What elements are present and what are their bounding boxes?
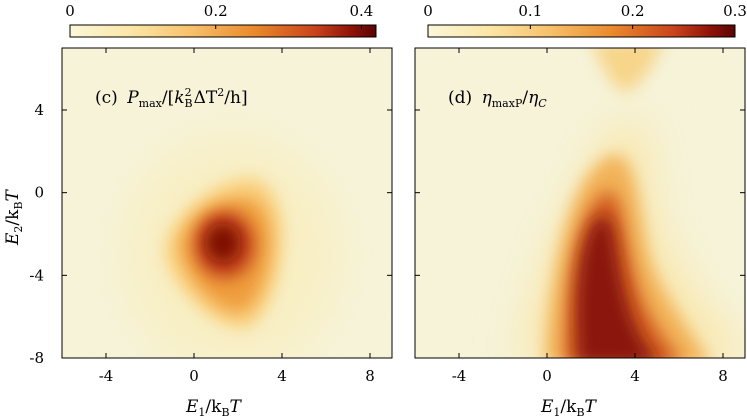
y-tick-label: -4: [29, 266, 44, 284]
heatmap-c-peak: [205, 223, 241, 263]
colorbar-d-gradient: [427, 24, 736, 38]
x-tick-label-d: 0: [542, 367, 552, 385]
heatmap-d-core-band: [576, 215, 656, 358]
x-tick-label-c: -4: [99, 367, 114, 385]
heatmap-d: [415, 48, 745, 358]
axis-c: -4 0 4 8 4 0 -4 -8: [29, 48, 392, 385]
colorbar-d-tick-label: 0: [423, 2, 433, 20]
y-tick-label: -8: [29, 349, 44, 367]
heatmap-c: [62, 48, 392, 358]
panel-c-label: (c) Pmax/[kB2 ΔT2/h]: [95, 86, 248, 110]
x-axis-label-d: E1/kBT: [540, 397, 598, 419]
x-tick-label-c: 8: [365, 367, 375, 385]
x-tick-label-d: 4: [630, 367, 640, 385]
y-tick-label: 0: [34, 184, 44, 202]
colorbar-d-tick-label: 0.2: [621, 2, 645, 20]
x-tick-label-c: 0: [189, 367, 199, 385]
axis-d: -4 0 4 8: [415, 48, 745, 385]
colorbar-c-gradient: [69, 24, 377, 38]
colorbar-c-ticks: 0 0.2 0.4: [65, 2, 373, 29]
x-axis-label-c: E1/kBT: [185, 397, 243, 419]
colorbar-c-tick-label: 0.2: [204, 2, 228, 20]
x-tick-label-d: 8: [718, 367, 728, 385]
colorbar-d-tick-label: 0.3: [723, 2, 747, 20]
panel-d-label: (d) ηmaxP/ηC: [448, 88, 547, 110]
heatmap-d-top-band: [593, 48, 662, 92]
x-tick-label-c: 4: [277, 367, 287, 385]
colorbar-c-tick-label: 0.4: [349, 2, 373, 20]
colorbar-d-tick-label: 0.1: [518, 2, 542, 20]
y-axis-label: E2/kBT: [3, 188, 25, 246]
y-tick-label: 4: [34, 101, 44, 119]
colorbar-c-tick-label: 0: [65, 2, 75, 20]
colorbar-c: 0 0.2 0.4: [65, 2, 377, 38]
colorbar-d: 0 0.1 0.2 0.3: [423, 2, 747, 38]
x-tick-label-d: -4: [452, 367, 467, 385]
panel-c-frame: [61, 47, 393, 359]
colorbar-d-ticks: 0 0.1 0.2 0.3: [423, 2, 747, 29]
panel-d-frame: [414, 47, 746, 359]
